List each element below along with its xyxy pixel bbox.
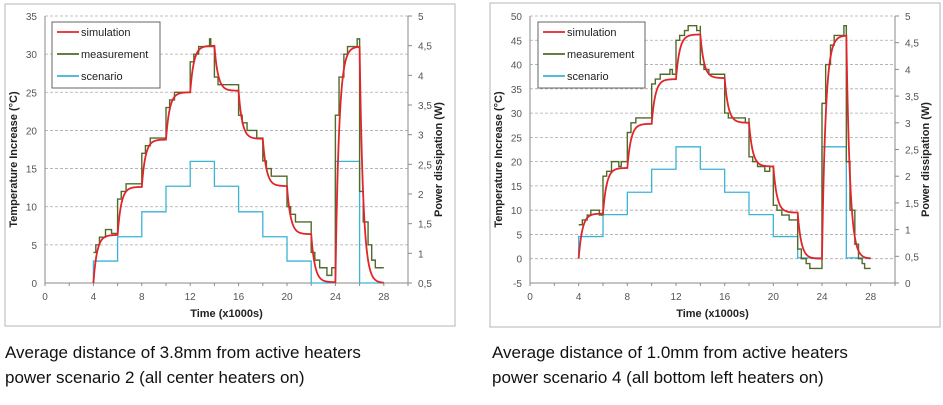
x-tick-label: 12 <box>670 292 682 303</box>
x-tick-label: 20 <box>768 292 780 303</box>
x-tick-label: 28 <box>865 292 877 303</box>
y2-tick-label: 1,5 <box>418 220 432 231</box>
y-tick-label: 0 <box>31 279 37 290</box>
x-tick-label: 0 <box>527 292 533 303</box>
y-tick-label: 25 <box>511 133 523 144</box>
x-tick-label: 28 <box>378 292 390 303</box>
x-tick-label: 16 <box>233 292 245 303</box>
y2-tick-label: 4 <box>905 65 911 76</box>
y-tick-label: 15 <box>511 182 523 193</box>
right-caption: Average distance of 1.0mm from active he… <box>492 340 848 390</box>
y2-tick-label: 0 <box>905 279 911 290</box>
legend-label-simulation: simulation <box>81 27 131 39</box>
left-chart: 0 5 10 15 20 25 30 35 0,5 1 1,5 2 2,5 3 3,5 4 4,5 5 0 4 8 12 1… <box>4 3 456 327</box>
y-tick-label: -5 <box>513 279 522 290</box>
y2-tick-label: 2 <box>905 172 911 183</box>
y2-tick-label: 1 <box>418 249 424 260</box>
y-tick-label: 20 <box>511 158 523 169</box>
x-tick-label: 4 <box>91 292 97 303</box>
y2-tick-label: 1,5 <box>905 199 919 210</box>
y2-tick-label: 1 <box>905 226 911 237</box>
y2-tick-label: 2,5 <box>418 160 432 171</box>
y-tick-label: 10 <box>511 206 523 217</box>
y-tick-label: 30 <box>26 50 38 61</box>
legend-label-scenario: scenario <box>567 71 609 83</box>
legend-label-simulation: simulation <box>567 27 617 39</box>
left-caption-line1: Average distance of 3.8mm from active he… <box>5 343 361 362</box>
x-tick-label: 12 <box>185 292 197 303</box>
left-caption: Average distance of 3.8mm from active he… <box>5 340 361 390</box>
y2-axis-title: Power dissipation (W) <box>433 102 445 217</box>
x-tick-label: 4 <box>576 292 582 303</box>
y-tick-label: 35 <box>26 12 38 23</box>
x-tick-label: 24 <box>816 292 828 303</box>
y-axis-title: Temperature Increase (°C) <box>8 91 20 228</box>
y2-tick-label: 4 <box>418 71 424 82</box>
left-caption-line2: power scenario 2 (all center heaters on) <box>5 368 305 387</box>
legend-box <box>51 21 161 89</box>
y-tick-label: 15 <box>26 165 38 176</box>
y-tick-label: 5 <box>31 241 37 252</box>
y2-tick-label: 5 <box>905 12 911 23</box>
y-tick-label: 40 <box>511 61 523 72</box>
x-tick-label: 16 <box>719 292 731 303</box>
y-tick-label: 0 <box>516 255 522 266</box>
right-caption-line1: Average distance of 1.0mm from active he… <box>492 343 848 362</box>
y2-tick-label: 5 <box>418 12 424 23</box>
x-tick-label: 0 <box>42 292 48 303</box>
legend-label-measurement: measurement <box>81 49 148 61</box>
x-tick-label: 20 <box>281 292 293 303</box>
y-tick-label: 20 <box>26 126 38 137</box>
y-tick-label: 25 <box>26 88 38 99</box>
y2-tick-label: 3,5 <box>905 92 919 103</box>
legend-label-measurement: measurement <box>567 49 634 61</box>
right-caption-line2: power scenario 4 (all bottom left heater… <box>492 368 824 387</box>
y-axis-title: Temperature Increase (°C) <box>493 91 505 228</box>
y-tick-label: 50 <box>511 12 523 23</box>
legend-label-scenario: scenario <box>81 71 123 83</box>
y-tick-label: 35 <box>511 85 523 96</box>
y2-tick-label: 4,5 <box>418 42 432 53</box>
y2-tick-label: 4,5 <box>905 39 919 50</box>
y-tick-label: 45 <box>511 36 523 47</box>
x-tick-label: 8 <box>139 292 145 303</box>
x-axis-title: Time (x1000s) <box>676 308 749 320</box>
x-axis-title: Time (x1000s) <box>190 308 263 320</box>
x-tick-label: 8 <box>625 292 631 303</box>
y2-tick-label: 2 <box>418 190 424 201</box>
y-tick-label: 10 <box>26 203 38 214</box>
y2-tick-label: 0,5 <box>418 279 432 290</box>
y2-tick-label: 3,5 <box>418 101 432 112</box>
y2-tick-label: 2,5 <box>905 146 919 157</box>
right-chart: -50510152025303540455000,511,522,533,544… <box>489 2 941 328</box>
y2-tick-label: 0,5 <box>905 252 919 263</box>
x-tick-label: 24 <box>330 292 342 303</box>
simulation-series <box>577 33 871 260</box>
y-tick-label: 5 <box>516 230 522 241</box>
y2-axis-title: Power dissipation (W) <box>920 102 932 217</box>
y2-tick-label: 3 <box>418 131 424 142</box>
y-tick-label: 30 <box>511 109 523 120</box>
simulation-series <box>92 44 384 284</box>
legend-box <box>537 21 646 89</box>
y2-tick-label: 3 <box>905 119 911 130</box>
